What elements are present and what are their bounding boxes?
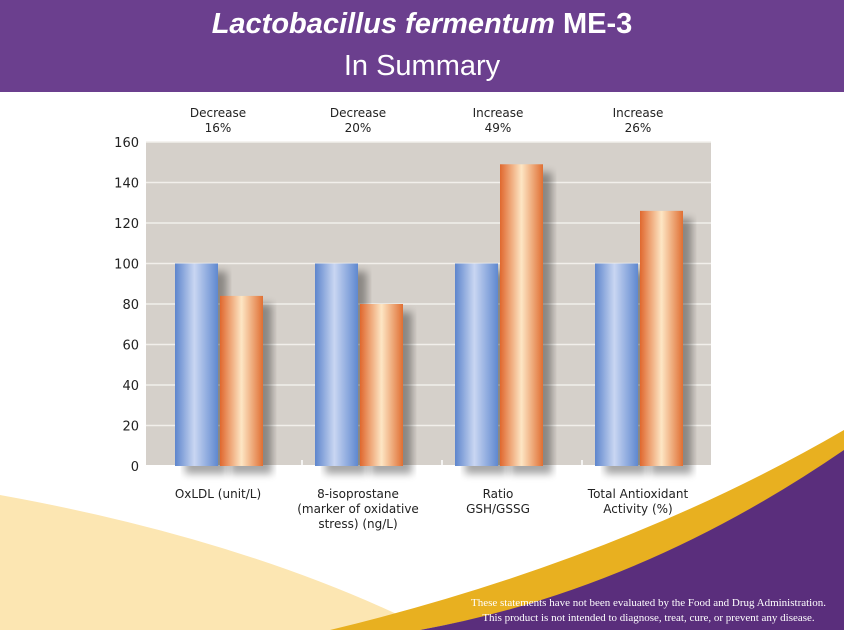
page-subtitle: In Summary [343,50,501,82]
disclaimer-line-1: These statements have not been evaluated… [471,597,826,609]
purple-swoosh [420,450,844,630]
title-strain: ME-3 [563,8,633,40]
bar-before [315,263,358,466]
fda-disclaimer: These statements have not been evaluated… [471,596,826,626]
y-tick-label: 160 [114,136,139,151]
change-annotation: Decrease [190,106,246,120]
x-category-label: Total Antioxidant [587,487,689,501]
bar-after [360,304,403,466]
change-annotation: 49% [485,121,512,135]
change-annotation: 26% [625,121,652,135]
x-category-label: stress) (ng/L) [318,517,397,531]
y-tick-label: 120 [114,217,139,232]
change-annotation: Decrease [330,106,386,120]
y-tick-label: 100 [114,258,139,273]
x-category-label: 8-isoprostane [317,487,399,501]
y-tick-label: 80 [122,298,139,313]
x-category-label: OxLDL (unit/L) [175,487,261,501]
y-tick-label: 40 [122,379,139,394]
bar-after [640,210,683,466]
bar-after [500,164,543,466]
header-banner: Lactobacillus fermentum ME-3 In Summary [0,0,844,92]
change-annotation: 20% [345,121,372,135]
change-annotation: Increase [613,106,664,120]
bar-before [455,263,498,466]
x-category-label: Ratio [483,487,514,501]
change-annotation: Increase [473,106,524,120]
disclaimer-line-2: This product is not intended to diagnose… [482,612,815,624]
bar-before [595,263,638,466]
x-category-label: GSH/GSSG [466,502,530,516]
title-species: Lactobacillus fermentum [211,8,555,40]
light-gold-swoosh [0,495,430,630]
x-category-label: (marker of oxidative [297,502,419,516]
page-title: Lactobacillus fermentum ME-3 [0,8,844,41]
change-annotation: 16% [205,121,232,135]
x-category-label: Activity (%) [603,502,672,516]
y-tick-label: 60 [122,339,139,354]
bar-before [175,263,218,466]
bar-after [220,295,263,466]
y-tick-label: 20 [122,420,139,435]
y-tick-label: 140 [114,177,139,192]
y-tick-label: 0 [131,460,139,475]
